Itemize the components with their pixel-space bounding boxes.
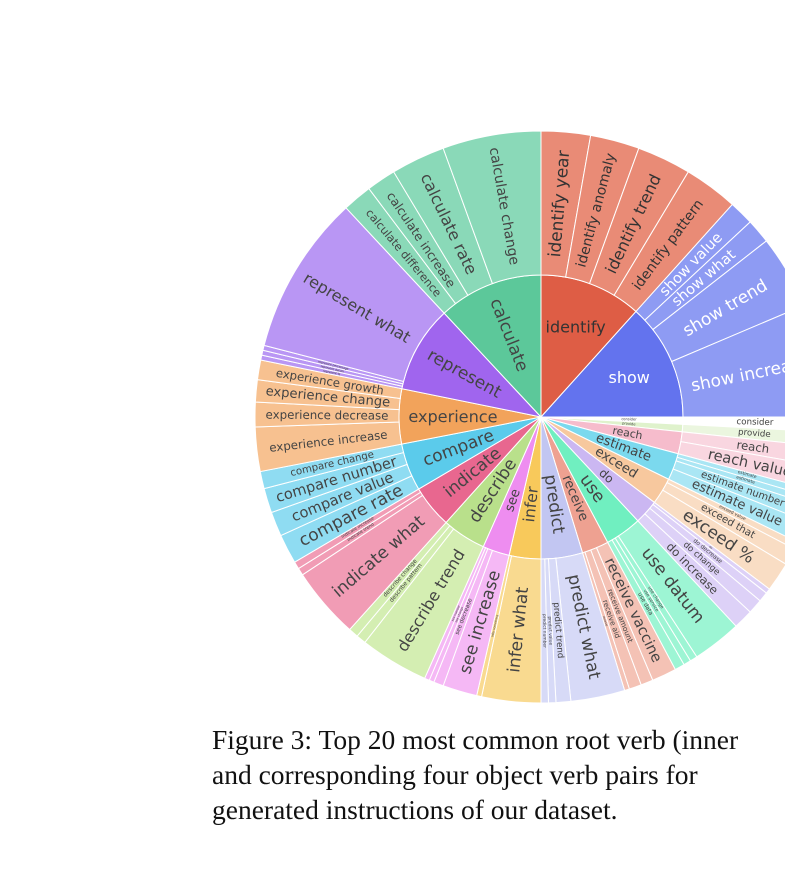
leaf-label: consider [736, 417, 774, 428]
root-label: infer [520, 485, 542, 523]
leaf-label: provide [738, 428, 771, 441]
root-label: consider [621, 417, 637, 421]
figure-caption: Figure 3: Top 20 most common root verb (… [212, 722, 785, 827]
leaf-label: experience decrease [266, 408, 389, 423]
leaf-label: infer something [490, 614, 499, 637]
leaf-label: see number [450, 604, 461, 622]
leaf-label: represent % [323, 369, 341, 377]
caption-line: generated instructions of our dataset. [212, 794, 618, 825]
leaf-label: reach [736, 438, 770, 456]
leaf-label: see change [454, 606, 464, 623]
leaf-label: predict value [546, 616, 553, 645]
root-label: see [502, 487, 524, 514]
leaf-label: receive [602, 615, 609, 626]
root-label: show [609, 368, 650, 387]
leaf-segment[interactable] [671, 305, 785, 418]
leaf-label: predict trend [551, 602, 565, 659]
leaf-label: estimate [737, 469, 758, 480]
caption-line: and corresponding four object verb pairs… [212, 759, 698, 790]
root-label: provide [622, 421, 637, 426]
root-label: experience [408, 407, 497, 426]
caption-line: Figure 3: Top 20 most common root verb (… [212, 724, 739, 755]
leaf-label: predict number [541, 614, 547, 648]
leaf-segment[interactable] [652, 240, 785, 363]
leaf-label: estimate [735, 474, 756, 486]
leaf-label: do [708, 545, 713, 551]
leaf-label: represent datum [320, 364, 345, 373]
leaf-label: represent percentage [318, 360, 350, 371]
leaf-segment[interactable] [442, 130, 542, 285]
root-label: identify [546, 317, 606, 336]
